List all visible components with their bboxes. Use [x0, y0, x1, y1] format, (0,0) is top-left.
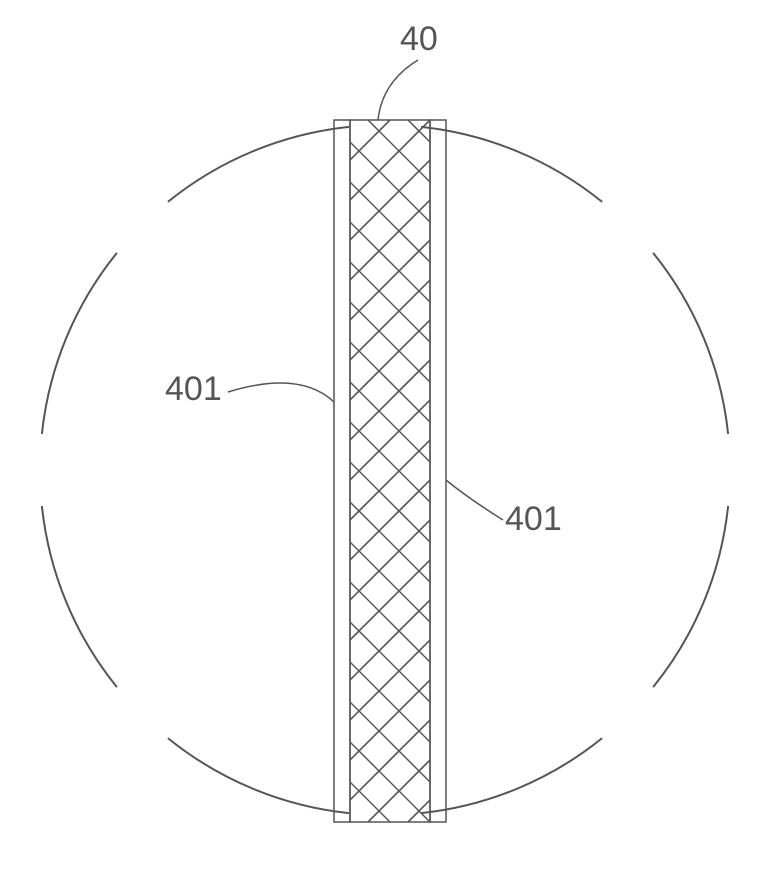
label-right: 401 — [505, 500, 562, 538]
label-top: 40 — [400, 20, 438, 58]
leader-line-top — [378, 60, 418, 120]
bar-assembly — [0, 0, 767, 886]
right-layer-401 — [430, 120, 446, 822]
detail-circle-dashed — [42, 127, 728, 813]
leader-line-right — [446, 480, 503, 520]
technical-diagram: 40 401 401 — [0, 0, 767, 886]
label-left: 401 — [165, 370, 222, 408]
labels-group: 40 401 401 — [165, 20, 562, 538]
leader-line-left — [228, 383, 334, 402]
core-hatched-region — [0, 0, 767, 886]
left-layer-401 — [334, 120, 350, 822]
